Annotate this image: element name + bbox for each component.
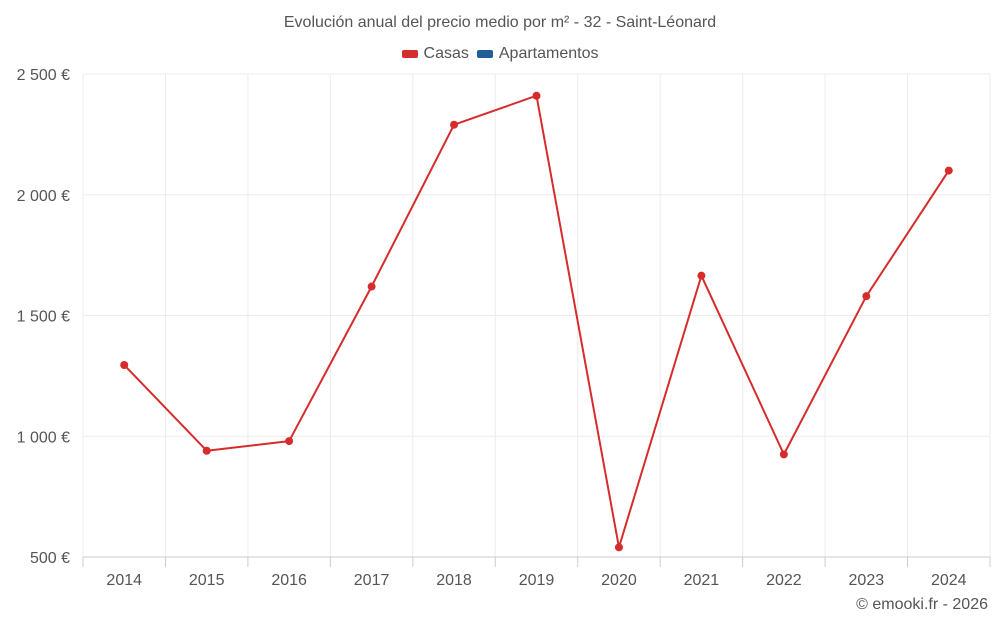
data-point-2020 bbox=[614, 543, 623, 552]
data-point-2018 bbox=[450, 120, 459, 129]
data-point-2021 bbox=[697, 271, 706, 280]
x-tick-label: 2022 bbox=[766, 572, 802, 589]
legend-item-apartamentos[interactable]: Apartamentos bbox=[476, 45, 599, 63]
x-tick-label: 2020 bbox=[601, 572, 637, 589]
credit-text: © emooki.fr - 2026 bbox=[856, 596, 988, 613]
legend-swatch-casas bbox=[401, 50, 418, 58]
x-tick-label: 2016 bbox=[271, 572, 307, 589]
x-tick-label: 2023 bbox=[849, 572, 885, 589]
data-point-2024 bbox=[944, 166, 953, 175]
x-tick-label: 2014 bbox=[106, 572, 142, 589]
y-tick-label: 1 500 € bbox=[17, 309, 70, 326]
x-tick-label: 2015 bbox=[189, 572, 225, 589]
data-point-2016 bbox=[285, 437, 294, 446]
chart-title: Evolución anual del precio medio por m² … bbox=[283, 14, 717, 31]
legend-item-casas[interactable]: Casas bbox=[401, 45, 469, 63]
data-point-2019 bbox=[532, 91, 541, 100]
legend-label-apartamentos: Apartamentos bbox=[498, 45, 599, 62]
x-tick-label: 2017 bbox=[354, 572, 390, 589]
data-point-2017 bbox=[367, 282, 376, 291]
x-tick-label: 2021 bbox=[684, 572, 720, 589]
legend-swatch-apartamentos bbox=[476, 50, 493, 58]
x-tick-label: 2024 bbox=[931, 572, 967, 589]
data-point-2015 bbox=[202, 446, 211, 455]
x-tick-label: 2019 bbox=[519, 572, 555, 589]
y-tick-label: 2 500 € bbox=[17, 67, 70, 84]
y-tick-label: 1 000 € bbox=[17, 429, 70, 446]
data-point-2022 bbox=[779, 450, 788, 459]
x-tick-label: 2018 bbox=[436, 572, 472, 589]
legend-label-casas: Casas bbox=[423, 45, 469, 62]
legend: Casas Apartamentos bbox=[0, 45, 1000, 63]
y-tick-label: 2 000 € bbox=[17, 188, 70, 205]
data-point-2014 bbox=[120, 361, 129, 370]
data-point-2023 bbox=[862, 292, 871, 301]
y-tick-label: 500 € bbox=[30, 550, 70, 567]
